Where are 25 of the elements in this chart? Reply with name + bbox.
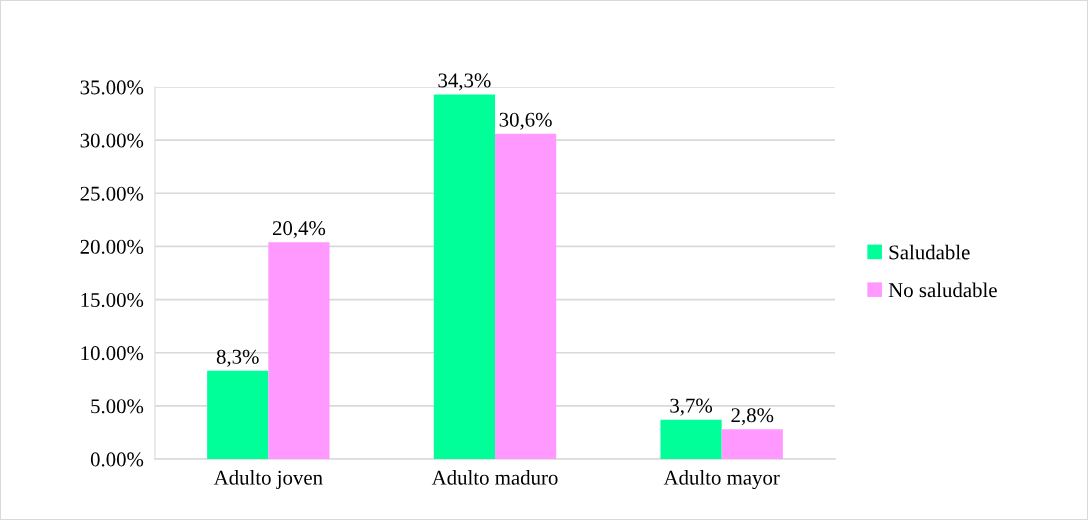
bar bbox=[433, 94, 495, 459]
y-tick-label: 15.00% bbox=[81, 292, 144, 308]
data-label: 8,3% bbox=[216, 349, 259, 367]
y-tick-label: 10.00% bbox=[81, 346, 144, 361]
legend-label: No saludable bbox=[888, 282, 997, 298]
x-tick-label: Adulto maduro bbox=[431, 470, 558, 485]
y-tick-label: 0.00% bbox=[90, 452, 144, 467]
data-label: 2,8% bbox=[731, 408, 774, 426]
y-tick-label: 30.00% bbox=[80, 133, 144, 148]
data-label: 3,7% bbox=[670, 398, 713, 416]
bar bbox=[660, 419, 722, 459]
legend-label: Saludable bbox=[889, 244, 970, 260]
data-label: 30,6% bbox=[499, 112, 552, 130]
y-tick-label: 20.00% bbox=[80, 239, 144, 254]
data-label: 20,4% bbox=[272, 221, 326, 239]
y-tick-label: 5.00% bbox=[91, 399, 144, 414]
bar bbox=[268, 242, 330, 459]
bar bbox=[495, 133, 557, 459]
bar bbox=[721, 429, 783, 459]
bar bbox=[207, 370, 269, 459]
x-tick-label: Adulto joven bbox=[213, 470, 323, 489]
x-tick-label: Adulto mayor bbox=[663, 470, 780, 490]
y-tick-label: 35.00% bbox=[80, 80, 144, 95]
data-label: 34,3% bbox=[438, 73, 491, 91]
y-tick-label: 25.00% bbox=[80, 186, 144, 201]
